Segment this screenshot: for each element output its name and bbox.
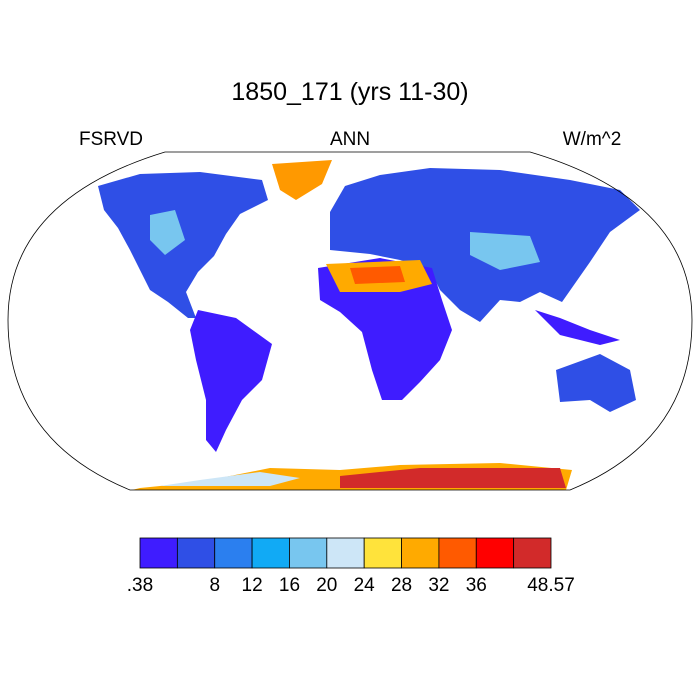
land	[272, 160, 332, 200]
land	[535, 310, 620, 345]
colorbar: .38 8 12 16 20 24 28 32 36 48.57	[127, 537, 575, 596]
colorbar-label: 16	[279, 575, 300, 596]
season-label: ANN	[330, 129, 370, 150]
land	[160, 472, 300, 486]
colorbar-box	[251, 537, 290, 569]
land	[470, 232, 540, 270]
land	[98, 172, 268, 318]
land	[318, 258, 452, 400]
colorbar-box	[363, 537, 402, 569]
land	[340, 468, 566, 488]
title: 1850_171 (yrs 11-30)	[231, 78, 468, 106]
colorbar-box	[139, 537, 178, 569]
colorbar-box	[513, 537, 552, 569]
land	[556, 354, 636, 412]
map-border	[7, 151, 693, 491]
land	[190, 310, 272, 452]
colorbar-label: 28	[391, 575, 412, 596]
land	[350, 266, 405, 284]
units-label: W/m^2	[563, 129, 622, 150]
colorbar-box	[438, 537, 477, 569]
map	[7, 151, 693, 491]
variable-label: FSRVD	[79, 129, 143, 150]
colorbar-label: 36	[466, 575, 487, 596]
colorbar-label: 8	[209, 575, 220, 596]
colorbar-box	[176, 537, 216, 569]
colorbar-box	[326, 537, 365, 569]
colorbar-box	[475, 537, 515, 569]
colorbar-box	[401, 537, 440, 569]
colorbar-label: 48.57	[527, 575, 575, 596]
colorbar-label: 20	[316, 575, 337, 596]
colorbar-label: 12	[242, 575, 263, 596]
colorbar-label: 24	[354, 575, 376, 596]
land	[150, 210, 185, 255]
colorbar-box	[214, 537, 253, 569]
colorbar-label: .38	[127, 575, 153, 596]
colorbar-label: 32	[428, 575, 449, 596]
colorbar-box	[289, 537, 328, 569]
